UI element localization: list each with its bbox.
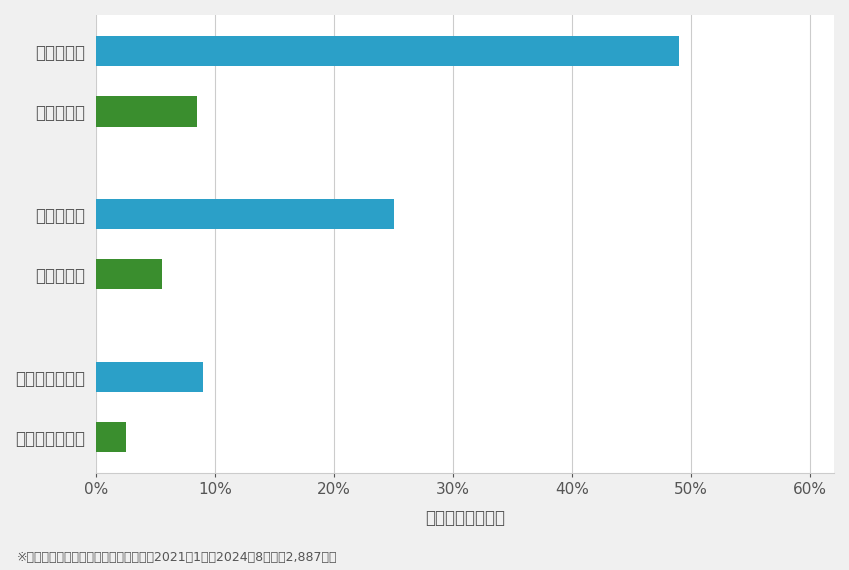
Bar (96, 422, 126, 452)
Bar (96, 199, 394, 229)
Bar (96, 96, 197, 127)
Bar (96, 259, 161, 290)
Bar (96, 36, 679, 66)
X-axis label: 件数の割合（％）: 件数の割合（％） (425, 508, 505, 527)
Text: ※弊社受付の案件を対象に集計　（期镉2021年1月～2024年8月、誈2,887件）: ※弊社受付の案件を対象に集計 （期镉2021年1月～2024年8月、誈2,887… (17, 551, 338, 564)
Bar (96, 362, 203, 392)
